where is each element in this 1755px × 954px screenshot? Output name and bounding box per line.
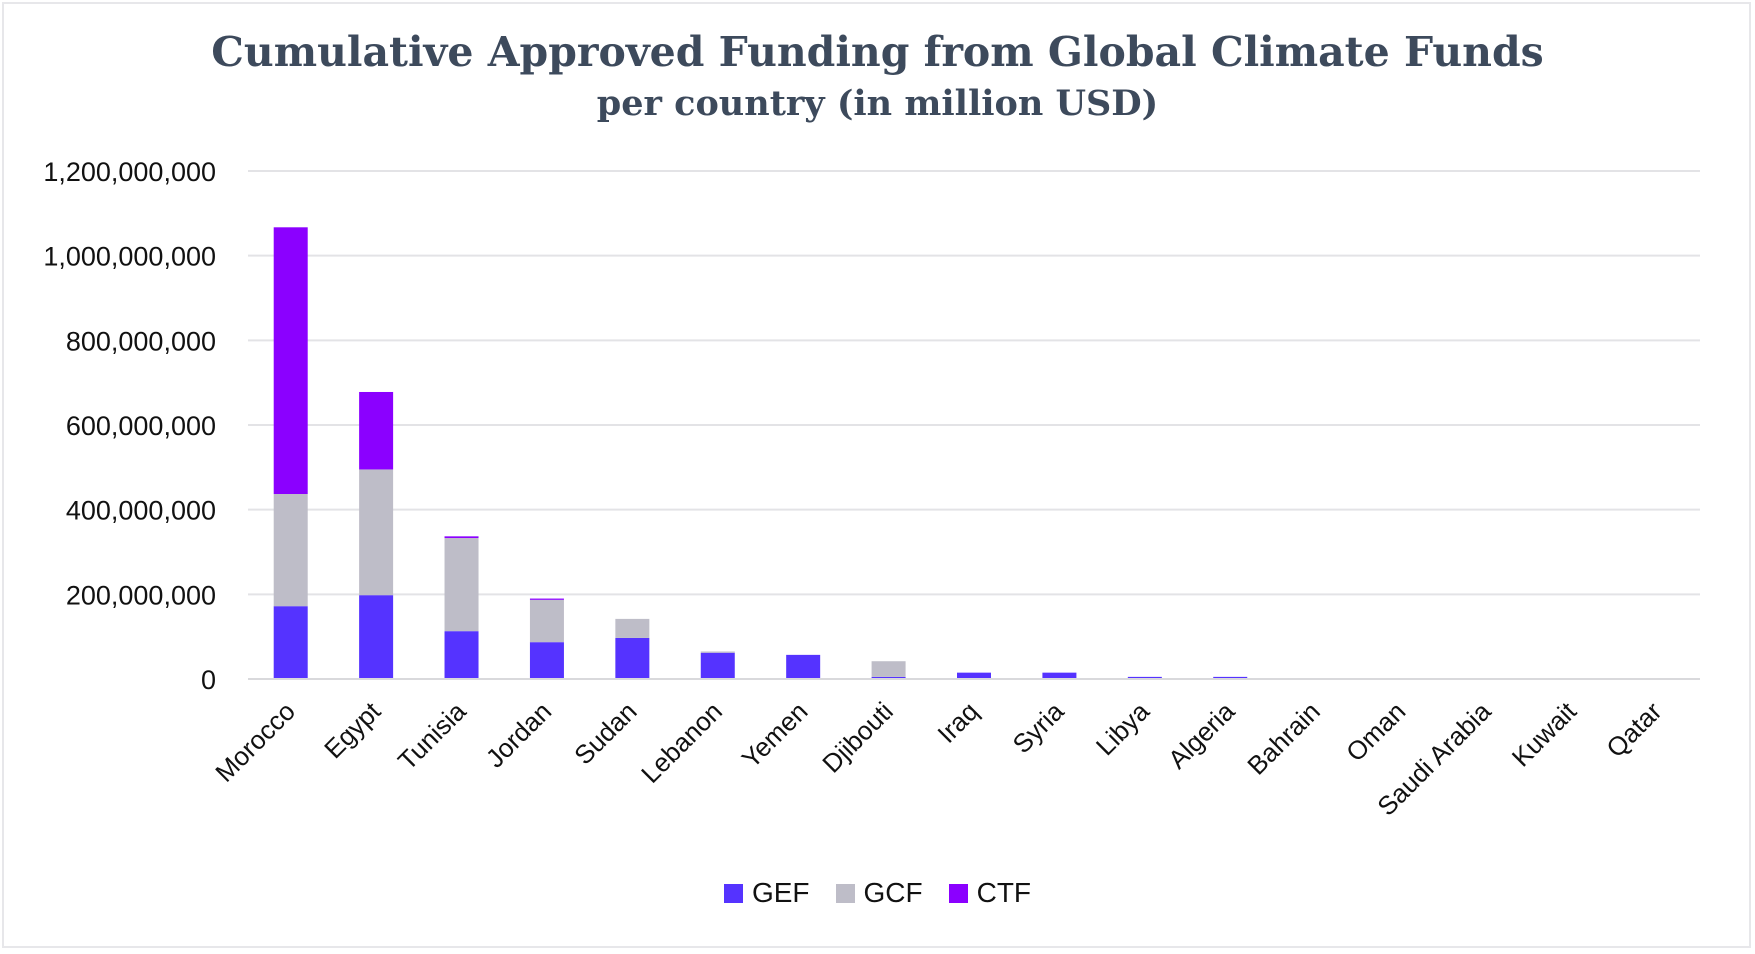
x-tick-label: Syria — [1007, 696, 1070, 759]
x-tick-label: Iraq — [931, 696, 984, 749]
bar-gcf-sudan — [615, 618, 650, 638]
y-tick-label: 200,000,000 — [66, 580, 216, 610]
bar-gcf-lebanon — [700, 651, 735, 653]
legend-item-gef: GEF — [723, 877, 810, 909]
x-tick-label: Algeria — [1162, 696, 1241, 775]
gridlines — [248, 170, 1700, 596]
bar-gef-morocco — [273, 606, 308, 679]
y-tick-label: 600,000,000 — [66, 411, 216, 441]
bar-gef-iraq — [957, 672, 991, 679]
bar-gcf-jordan — [529, 599, 564, 643]
chart-plot: 0 200,000,000 400,000,000 600,000,000 800,00… — [43, 157, 1700, 822]
bar-ctf-jordan — [529, 598, 564, 600]
y-tick-label: 400,000,000 — [66, 496, 216, 526]
bar-gcf-morocco — [273, 494, 308, 607]
bar-gef-syria — [1042, 672, 1077, 679]
x-tick-label: Lebanon — [635, 696, 728, 789]
legend-swatch — [723, 883, 743, 903]
y-tick-label: 800,000,000 — [66, 326, 216, 356]
x-tick-label: Egypt — [318, 695, 387, 764]
bar-gef-algeria — [1213, 676, 1248, 679]
legend: GEF GCF CTF — [0, 877, 1755, 909]
bars — [273, 227, 1248, 679]
y-axis-ticks: 0 200,000,000 400,000,000 600,000,000 800,00… — [43, 157, 216, 695]
x-tick-label: Qatar — [1600, 696, 1667, 763]
x-tick-label: Yemen — [736, 696, 814, 774]
chart-title-block: Cumulative Approved Funding from Global … — [0, 26, 1755, 130]
x-tick-label: Tunisia — [392, 696, 472, 776]
bar-gef-egypt — [359, 595, 394, 679]
bar-ctf-egypt — [359, 391, 394, 470]
y-tick-label: 1,200,000,000 — [43, 157, 216, 187]
y-tick-label: 1,000,000,000 — [43, 242, 216, 272]
bar-gef-yemen — [786, 654, 821, 679]
bar-gef-sudan — [615, 637, 650, 679]
bar-gcf-egypt — [359, 469, 394, 596]
y-tick-label: 0 — [201, 665, 216, 695]
x-tick-label: Libya — [1090, 696, 1156, 762]
bar-gef-tunisia — [444, 631, 479, 679]
x-tick-label: Kuwait — [1506, 695, 1583, 772]
x-tick-label: Jordan — [480, 696, 557, 773]
legend-swatch — [948, 883, 968, 903]
legend-label: GCF — [863, 877, 923, 908]
bar-gef-libya — [1127, 676, 1162, 679]
x-tick-label: Oman — [1340, 696, 1411, 767]
x-tick-label: Bahrain — [1241, 696, 1326, 781]
chart-title: Cumulative Approved Funding from Global … — [211, 28, 1544, 76]
legend-item-gcf: GCF — [835, 877, 923, 909]
legend-label: CTF — [976, 877, 1032, 908]
x-tick-label: Sudan — [568, 696, 642, 770]
bar-ctf-morocco — [273, 227, 308, 495]
bar-gcf-tunisia — [444, 538, 479, 632]
bar-gef-djibouti — [871, 676, 906, 679]
chart-subtitle: per country (in million USD) — [596, 83, 1159, 124]
bar-gcf-djibouti — [871, 661, 906, 677]
legend-label: GEF — [751, 877, 810, 908]
x-tick-label: Morocco — [209, 696, 301, 788]
bar-gef-lebanon — [700, 652, 735, 679]
x-tick-label: Djibouti — [816, 696, 899, 779]
bar-ctf-tunisia — [444, 536, 479, 539]
legend-swatch — [835, 883, 855, 903]
bar-gef-jordan — [529, 642, 564, 679]
legend-item-ctf: CTF — [948, 877, 1032, 909]
